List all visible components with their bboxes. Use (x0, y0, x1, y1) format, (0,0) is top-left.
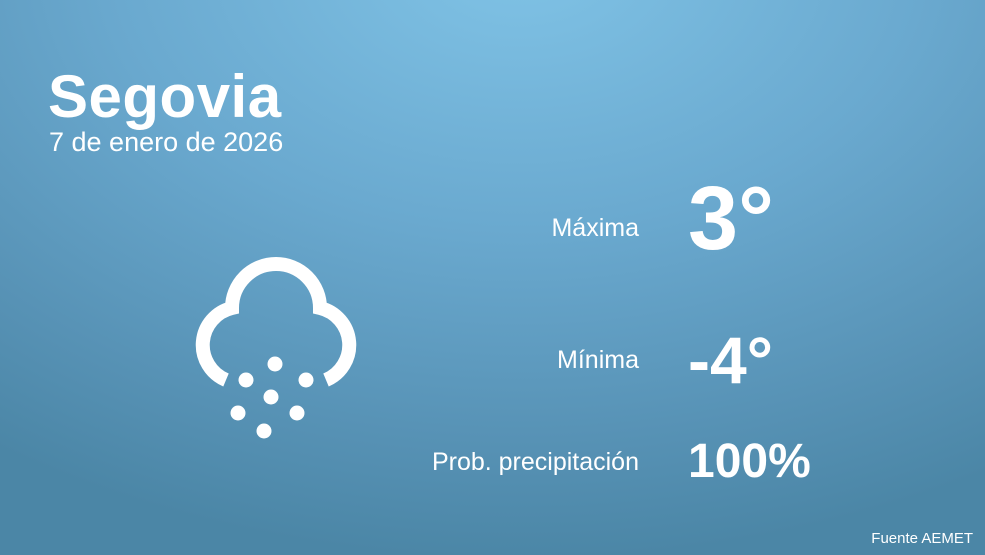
precip-label: Prob. precipitación (431, 448, 639, 476)
max-value: 3° (688, 169, 775, 269)
max-label: Máxima (551, 214, 639, 242)
precip-value: 100% (688, 435, 811, 488)
min-label: Mínima (557, 346, 639, 374)
city-name: Segovia (48, 63, 282, 130)
forecast-date: 7 de enero de 2026 (49, 127, 284, 157)
source-credit: Fuente AEMET (871, 530, 973, 547)
min-value: -4° (688, 323, 774, 397)
